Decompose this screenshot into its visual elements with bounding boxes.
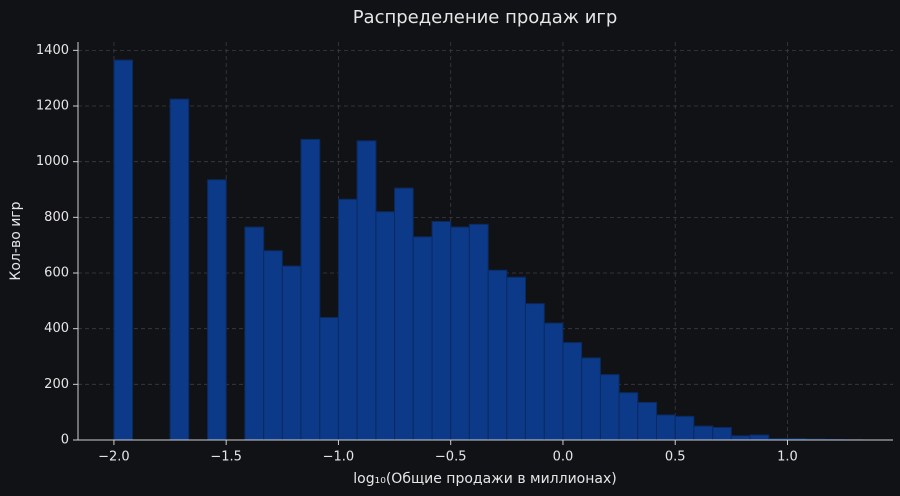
- bar: [263, 250, 283, 441]
- bar: [749, 434, 770, 441]
- bar: [450, 226, 470, 441]
- bar: [730, 435, 751, 441]
- bar: [543, 322, 564, 441]
- bar: [506, 276, 526, 441]
- bar: [524, 303, 545, 441]
- bar: [244, 226, 265, 441]
- x-tick-label: 0.0: [553, 450, 574, 465]
- bar: [637, 401, 658, 441]
- bar: [337, 198, 358, 441]
- bar: [281, 265, 302, 441]
- bar: [207, 179, 227, 441]
- bar: [169, 98, 190, 441]
- bar: [394, 187, 414, 441]
- x-tick-label: 0.5: [665, 450, 686, 465]
- x-tick-label: −2.0: [98, 450, 130, 465]
- y-tick-label: 200: [44, 377, 69, 392]
- bar: [562, 342, 583, 441]
- bar: [356, 140, 377, 441]
- y-tick-label: 1000: [36, 154, 69, 169]
- x-tick-label: −1.0: [323, 450, 355, 465]
- bar: [656, 414, 676, 441]
- y-axis-label: Кол-во игр: [8, 201, 24, 280]
- x-tick-label: −0.5: [435, 450, 467, 465]
- x-tick-label: −1.5: [210, 450, 242, 465]
- x-axis-label: log₁₀(Общие продажи в миллионах): [353, 471, 616, 487]
- chart-title: Распределение продаж игр: [353, 7, 618, 28]
- y-tick-label: 1400: [36, 43, 69, 58]
- y-tick-label: 400: [44, 321, 69, 336]
- bar: [618, 392, 639, 441]
- y-tick-label: 0: [61, 433, 69, 448]
- y-tick-label: 1200: [36, 99, 69, 114]
- y-tick-label: 800: [44, 210, 69, 225]
- bar: [674, 415, 695, 441]
- bar: [468, 223, 489, 441]
- bar: [712, 426, 732, 441]
- bar: [319, 317, 339, 441]
- bar: [113, 59, 134, 441]
- bar: [375, 211, 396, 441]
- x-tick-label: 1.0: [777, 450, 798, 465]
- bar: [581, 357, 601, 441]
- bar: [599, 374, 620, 441]
- bar: [693, 425, 714, 441]
- bar: [431, 221, 452, 441]
- bar: [412, 236, 433, 441]
- bar: [487, 269, 508, 441]
- y-tick-label: 600: [44, 266, 69, 281]
- bar: [300, 138, 321, 441]
